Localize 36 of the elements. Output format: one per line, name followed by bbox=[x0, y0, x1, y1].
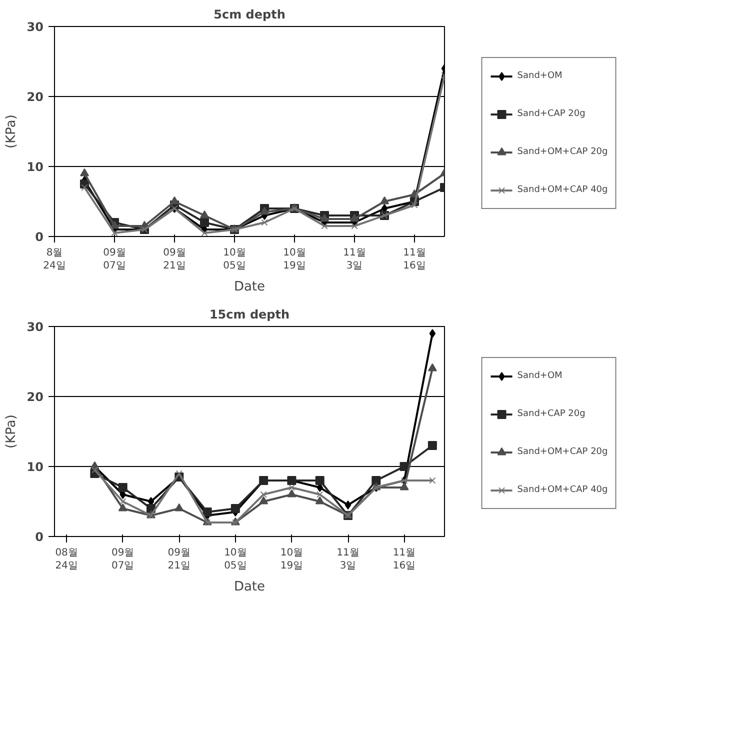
y-tick-label: 0 bbox=[35, 230, 44, 244]
legend-label: Sand+OM+CAP 20g bbox=[517, 146, 608, 156]
legend-label: Sand+OM+CAP 40g bbox=[517, 484, 608, 494]
y-axis-title: (KPa) bbox=[4, 414, 19, 448]
y-tick-label: 0 bbox=[35, 530, 44, 544]
x-tick-label: 11월 3일 bbox=[343, 248, 366, 272]
x-tick-label: 10월 19일 bbox=[283, 248, 306, 272]
x-tick-label: 08월 24일 bbox=[55, 548, 78, 572]
legend-label: Sand+CAP 20g bbox=[517, 408, 586, 418]
y-tick-label: 20 bbox=[26, 390, 44, 404]
x-axis-title: Date bbox=[234, 580, 266, 595]
y-tick-label: 30 bbox=[26, 20, 44, 34]
legend-label: Sand+OM+CAP 20g bbox=[517, 446, 608, 456]
legend-label: Sand+OM bbox=[517, 370, 562, 380]
x-tick-label: 09월 07일 bbox=[111, 548, 134, 572]
legend-label: Sand+OM bbox=[517, 70, 562, 80]
x-tick-label: 11월 16일 bbox=[392, 548, 416, 572]
chart-title: 15cm depth bbox=[209, 308, 290, 322]
y-axis-title: (KPa) bbox=[4, 114, 19, 148]
y-tick-label: 20 bbox=[26, 90, 44, 104]
x-tick-label: 10월 19일 bbox=[280, 548, 304, 572]
x-tick-label: 10월 05일 bbox=[224, 548, 247, 572]
y-tick-label: 10 bbox=[26, 160, 44, 174]
legend-label: Sand+OM+CAP 40g bbox=[517, 184, 608, 194]
x-tick-label: 09월 21일 bbox=[163, 248, 186, 272]
y-tick-label: 30 bbox=[26, 320, 44, 334]
x-tick-label: 09월 07일 bbox=[103, 248, 126, 272]
x-tick-label: 10월 05일 bbox=[223, 248, 246, 272]
x-tick-label: 11월 16일 bbox=[403, 248, 426, 272]
x-tick-label: 8월 24일 bbox=[43, 248, 66, 272]
chart-title: 5cm depth bbox=[214, 8, 286, 22]
legend-label: Sand+CAP 20g bbox=[517, 108, 586, 118]
x-axis-title: Date bbox=[234, 280, 266, 295]
x-tick-label: 09월 21일 bbox=[168, 548, 191, 572]
y-tick-label: 10 bbox=[26, 460, 44, 474]
x-tick-label: 11월 3일 bbox=[336, 548, 360, 572]
